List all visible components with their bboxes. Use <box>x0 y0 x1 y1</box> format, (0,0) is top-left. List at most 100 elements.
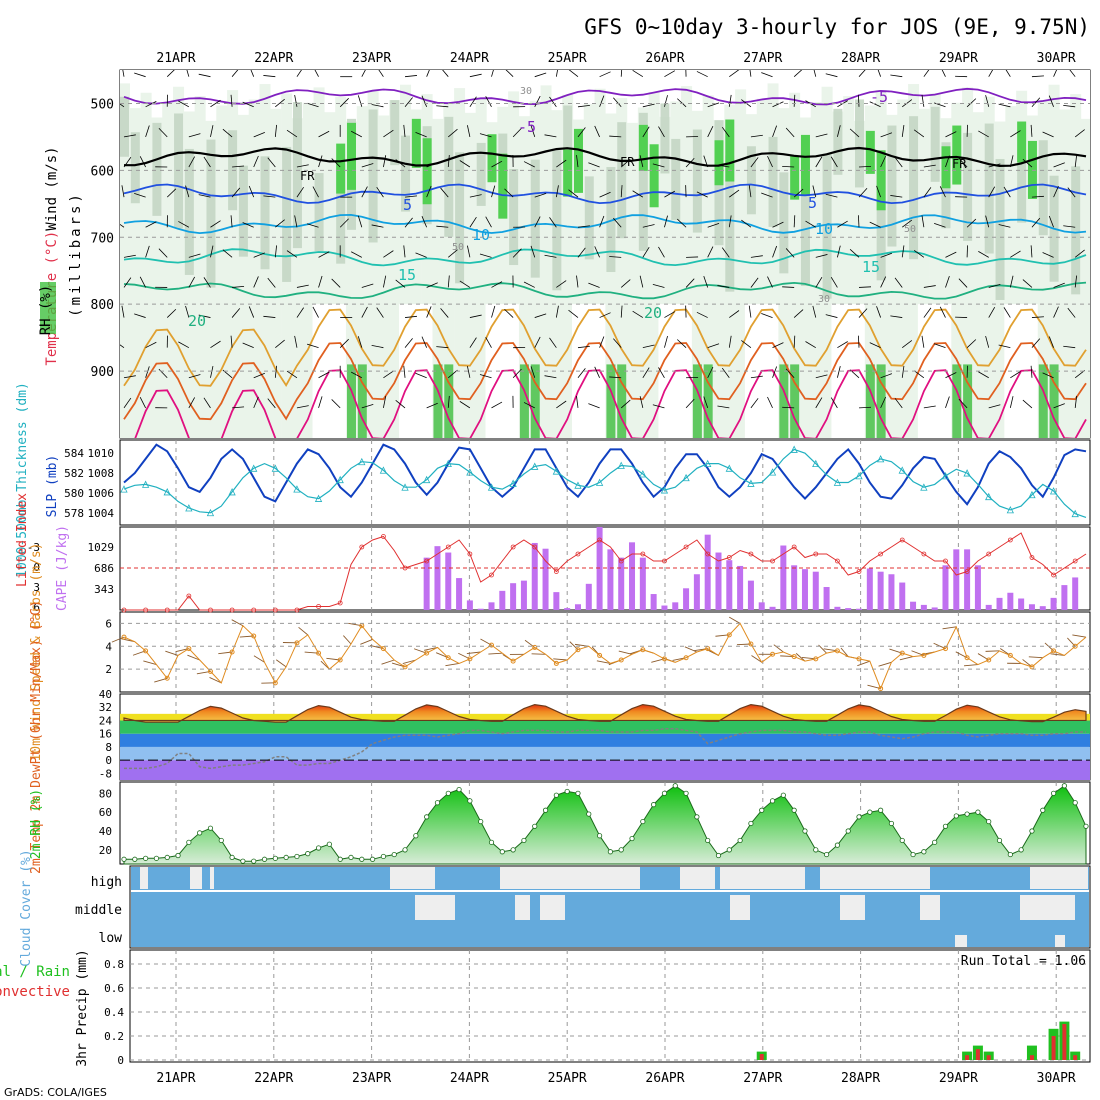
lifted-index-marker <box>1007 537 1013 543</box>
thickness-axis-label: 1000-500mb Thickness (dm) <box>15 382 30 578</box>
wind-barb <box>312 186 319 198</box>
rh-shade-high <box>336 143 346 194</box>
cloud-clear-low <box>1055 935 1065 947</box>
wind-speed-marker <box>834 648 840 654</box>
wind-barb <box>210 245 214 258</box>
wind-barb <box>813 70 817 77</box>
cape-bar <box>1039 606 1046 610</box>
wind-barb <box>913 129 925 138</box>
cloud-clear-high <box>720 867 805 889</box>
rh-shade-mid <box>152 122 162 216</box>
wind-barb <box>198 314 211 318</box>
wind-barb <box>599 312 611 318</box>
lifted-index-marker <box>834 558 840 564</box>
wind-speed-marker <box>489 642 495 648</box>
wind-speed-marker <box>1007 652 1013 658</box>
rh-shade-light <box>1026 115 1038 438</box>
wind-barb <box>815 276 823 288</box>
wind-barb <box>248 306 255 318</box>
wind-barb <box>837 366 841 378</box>
wind-barb <box>361 186 368 198</box>
rh-legend-swatch <box>40 282 56 334</box>
wind-tick-label: 6 <box>105 617 112 630</box>
rh-area <box>123 785 1087 865</box>
wind-barb <box>577 225 590 228</box>
contour-label-10: 10 <box>815 220 833 238</box>
wind-speed-marker <box>1051 648 1057 654</box>
rh-shade-mid <box>1038 140 1048 236</box>
thickness-marker <box>985 492 993 501</box>
wind-barb <box>858 70 866 77</box>
cloud-clear-high <box>680 867 715 889</box>
wind-barb <box>988 163 1001 168</box>
cape-bar <box>1072 577 1079 610</box>
lifted-index-marker <box>640 551 646 557</box>
lifted-index-marker <box>143 607 149 613</box>
wind-barb <box>815 397 823 409</box>
wind-barb <box>253 372 265 379</box>
pressure-axis-label: (millibars) <box>68 191 84 317</box>
rh-shade-mid <box>390 100 400 166</box>
wind-barb <box>1010 130 1021 138</box>
wind-barb <box>721 367 730 379</box>
rh-shade-mid <box>671 138 681 220</box>
rh-shade-mid <box>238 165 248 257</box>
wind-barb <box>267 277 276 288</box>
wind-barb <box>188 276 196 288</box>
wind-barb <box>921 335 925 348</box>
wind-speed-marker <box>510 658 516 664</box>
temp-color-band <box>120 720 1090 734</box>
rh-shade-light <box>421 94 433 438</box>
wind-barb <box>639 396 644 408</box>
wind-speed-marker <box>964 655 970 661</box>
cape-bar <box>758 602 765 610</box>
rh-shade-mid <box>174 113 184 229</box>
lifted-index-marker <box>337 600 343 606</box>
wind-barb <box>230 215 233 228</box>
rh-marker <box>715 852 722 859</box>
cape-bar <box>466 600 473 610</box>
wind-barb <box>134 193 146 198</box>
rh-shade-light <box>151 117 163 438</box>
thickness-marker <box>552 467 561 475</box>
wind-barb <box>890 315 903 318</box>
wind-barb <box>978 371 989 379</box>
date-label-top: 25APR <box>548 51 587 66</box>
wind-barb <box>485 216 492 228</box>
date-label-top: 30APR <box>1037 51 1076 66</box>
wind-barb <box>945 396 950 409</box>
wind-barb <box>793 309 804 318</box>
wind-barb <box>609 135 622 138</box>
wind-barb <box>707 366 714 378</box>
rh-shade-high <box>790 155 800 200</box>
wind-barb <box>620 158 631 168</box>
wind-barb <box>658 126 665 138</box>
rh-low-moist <box>433 364 443 438</box>
rh-marker <box>694 814 700 820</box>
rh-shade-light <box>302 102 314 438</box>
rh-label-50: 50 <box>452 242 464 253</box>
rh-shade-high <box>725 119 735 182</box>
wind-barb <box>448 369 458 379</box>
lifted-index-marker <box>186 593 192 599</box>
wind-barb <box>901 365 905 378</box>
wind-10m-barb <box>381 659 395 665</box>
wind-barb <box>988 186 996 198</box>
wind-barb <box>447 155 450 168</box>
wind-barb <box>145 125 150 138</box>
slp-tick-label: 1006 <box>88 487 115 500</box>
wind-barb <box>421 336 428 348</box>
contour-label-5: 5 <box>808 194 817 212</box>
cape-bar <box>639 557 646 610</box>
wind-barb <box>1010 250 1021 258</box>
wind-barb <box>296 70 302 77</box>
rh-marker <box>964 811 970 817</box>
cape-bar <box>564 608 571 610</box>
rh-marker <box>932 839 938 845</box>
cape-bar <box>574 604 581 610</box>
wind-barb <box>491 160 503 168</box>
lifted-index-marker <box>683 544 689 550</box>
rh-shade-light <box>789 92 801 438</box>
wind-barb <box>504 308 514 318</box>
wind-barb <box>158 248 168 258</box>
